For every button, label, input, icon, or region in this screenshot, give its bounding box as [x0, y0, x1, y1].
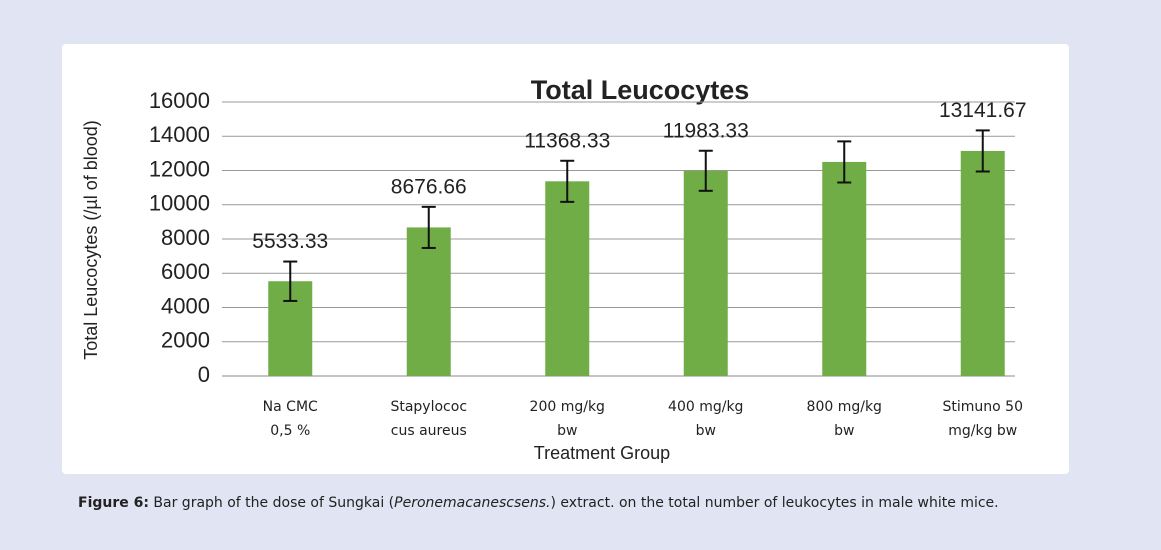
y-tick-label: 14000	[149, 122, 210, 147]
bar	[683, 170, 728, 376]
caption-label: Figure 6:	[78, 495, 149, 511]
caption-text: ) extract. on the total number of leukoc…	[550, 495, 999, 511]
y-axis-label: Total Leucocytes (/µl of blood)	[81, 120, 101, 360]
x-tick-label: 400 mg/kg	[668, 399, 743, 415]
x-tick-label: 200 mg/kg	[530, 399, 605, 415]
data-label: 5533.33	[252, 230, 328, 253]
caption-text: Bar graph of the dose of Sungkai (	[148, 495, 395, 511]
x-tick-label: bw	[834, 423, 854, 439]
x-tick-label: cus aureus	[391, 423, 467, 439]
x-tick-label: 0,5 %	[270, 423, 310, 439]
bar	[960, 150, 1005, 376]
bar	[545, 181, 590, 376]
y-tick-label: 4000	[161, 293, 210, 318]
y-tick-label: 2000	[161, 328, 210, 353]
x-tick-label: bw	[557, 423, 577, 439]
y-tick-label: 0	[198, 362, 210, 387]
x-tick-label: Stapylococ	[390, 399, 467, 415]
data-label: 13141.67	[939, 99, 1027, 122]
data-label: 11983.33	[663, 119, 749, 142]
bar	[406, 227, 451, 376]
x-tick-label: 800 mg/kg	[807, 399, 882, 415]
caption-italic: Peronemacanescsens.	[394, 495, 551, 511]
x-tick-label: Stimuno 50	[943, 399, 1023, 415]
x-tick-label: mg/kg bw	[948, 423, 1017, 439]
x-tick-label: Na CMC	[263, 399, 318, 415]
y-tick-label: 8000	[161, 225, 210, 250]
chart: Total Leucocytes Total Leucocytes (/µl o…	[81, 75, 1027, 463]
data-label: 11368.33	[524, 129, 610, 152]
x-axis-label: Treatment Group	[534, 443, 670, 463]
y-tick-label: 6000	[161, 259, 210, 284]
chart-title: Total Leucocytes	[531, 75, 750, 105]
y-tick-label: 10000	[149, 191, 210, 216]
caption: Figure 6: Bar graph of the dose of Sungk…	[78, 495, 999, 511]
y-tick-label: 16000	[149, 88, 210, 113]
data-label: 8676.66	[391, 175, 467, 198]
bar	[822, 161, 867, 376]
y-tick-label: 12000	[149, 156, 210, 181]
x-tick-label: bw	[696, 423, 716, 439]
